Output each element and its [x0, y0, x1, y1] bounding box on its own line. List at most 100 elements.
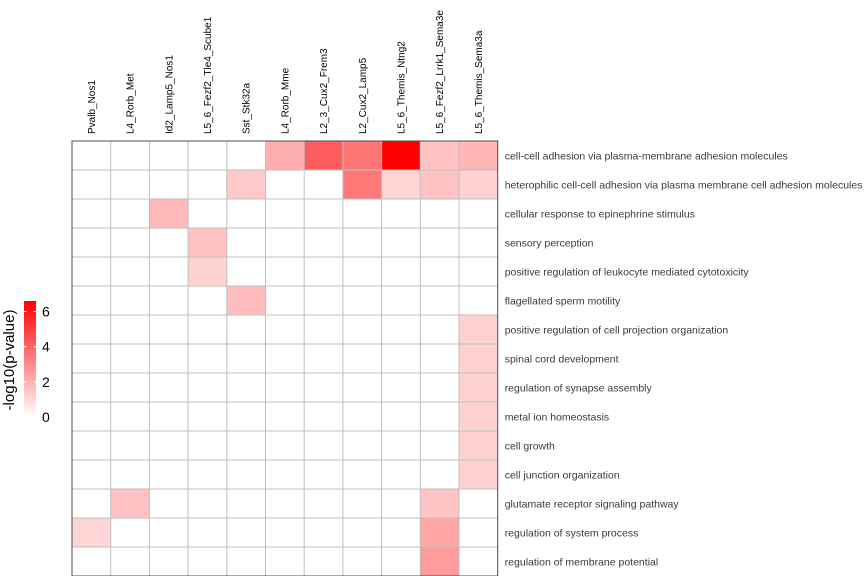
- heatmap-cell: [110, 489, 150, 518]
- heatmap-cell: [420, 547, 459, 576]
- heatmap-cell: [420, 199, 459, 228]
- heatmap-cell: [459, 228, 498, 257]
- color-legend-tick-label: 6: [42, 304, 50, 320]
- heatmap-cell: [265, 257, 305, 286]
- heatmap-cell: [420, 141, 459, 170]
- heatmap-cell: [110, 315, 150, 344]
- heatmap-cell: [72, 518, 111, 547]
- heatmap-cell: [265, 460, 305, 489]
- heatmap-cell: [265, 373, 305, 402]
- heatmap-cell: [381, 460, 421, 489]
- heatmap-cell: [149, 228, 189, 257]
- row-label: spinal cord development: [505, 354, 619, 366]
- heatmap-cell: [149, 141, 189, 170]
- heatmap-cell: [342, 489, 382, 518]
- heatmap-cell: [265, 199, 305, 228]
- color-legend-tick-label: 2: [42, 374, 50, 390]
- heatmap-cell: [149, 373, 189, 402]
- heatmap-grid: [72, 141, 498, 576]
- heatmap-cell: [149, 547, 189, 576]
- heatmap-cell: [459, 257, 498, 286]
- heatmap-cell: [304, 315, 343, 344]
- heatmap-cell: [304, 431, 343, 460]
- heatmap-cell: [188, 373, 227, 402]
- heatmap-cell: [226, 257, 266, 286]
- column-label: L5_6_Fezf2_Tle4_Scube1: [203, 16, 214, 134]
- heatmap-cell: [110, 228, 150, 257]
- heatmap-cell: [149, 257, 189, 286]
- color-legend-tick-label: 0: [42, 409, 50, 425]
- heatmap-cell: [226, 431, 266, 460]
- heatmap-cell: [188, 257, 227, 286]
- column-label: L5_6_Themis_Sema3a: [474, 30, 485, 134]
- heatmap-cell: [149, 286, 189, 315]
- heatmap-cell: [381, 547, 421, 576]
- heatmap-cell: [304, 344, 343, 373]
- heatmap-cell: [149, 431, 189, 460]
- heatmap-cell: [149, 489, 189, 518]
- heatmap-cell: [342, 257, 382, 286]
- color-legend-tick-label: 4: [42, 339, 50, 355]
- heatmap-cell: [304, 518, 343, 547]
- heatmap-cell: [226, 402, 266, 431]
- heatmap-cell: [72, 315, 111, 344]
- heatmap-cell: [304, 228, 343, 257]
- heatmap-cell: [459, 518, 498, 547]
- heatmap-cell: [342, 402, 382, 431]
- heatmap-cell: [459, 460, 498, 489]
- heatmap-cell: [188, 286, 227, 315]
- heatmap-cell: [342, 460, 382, 489]
- heatmap-cell: [188, 344, 227, 373]
- heatmap-cell: [342, 431, 382, 460]
- heatmap-cell: [420, 373, 459, 402]
- heatmap-cell: [342, 518, 382, 547]
- heatmap-cell: [381, 315, 421, 344]
- heatmap-cell: [265, 344, 305, 373]
- heatmap-cell: [381, 286, 421, 315]
- column-label: L5_6_Fezf2_Lrrk1_Sema3e: [435, 10, 446, 134]
- column-label: L4_Rorb_Mme: [280, 67, 291, 134]
- heatmap-cell: [188, 489, 227, 518]
- heatmap-cell: [265, 228, 305, 257]
- heatmap-cell: [381, 170, 421, 199]
- heatmap-cell: [110, 199, 150, 228]
- heatmap-cell: [149, 460, 189, 489]
- heatmap-cell: [226, 489, 266, 518]
- heatmap-cell: [381, 344, 421, 373]
- heatmap-cell: [149, 315, 189, 344]
- column-label: Id2_Lamp5_Nos1: [164, 55, 175, 134]
- heatmap-cell: [381, 141, 421, 170]
- heatmap-cell: [149, 402, 189, 431]
- heatmap-cell: [110, 344, 150, 373]
- heatmap-cell: [342, 373, 382, 402]
- color-legend-bar: [24, 301, 36, 417]
- row-label: cell growth: [505, 441, 555, 453]
- heatmap-cell: [420, 518, 459, 547]
- heatmap-cell: [72, 460, 111, 489]
- color-legend: 0 2 4 6 -log10(p-value): [1, 301, 50, 425]
- column-label: L5_6_Themis_Ntng2: [396, 41, 407, 134]
- heatmap-cell: [72, 257, 111, 286]
- row-label: positive regulation of cell projection o…: [505, 325, 729, 337]
- heatmap-cell: [265, 489, 305, 518]
- heatmap-cell: [381, 373, 421, 402]
- row-label: regulation of system process: [505, 528, 639, 540]
- heatmap-cell: [110, 547, 150, 576]
- heatmap-cell: [72, 489, 111, 518]
- heatmap-cell: [342, 286, 382, 315]
- heatmap-cell: [188, 518, 227, 547]
- heatmap-cell: [459, 286, 498, 315]
- heatmap-cell: [381, 199, 421, 228]
- column-label: L4_Rorb_Met: [126, 73, 137, 134]
- heatmap-cell: [226, 373, 266, 402]
- heatmap-cell: [149, 344, 189, 373]
- heatmap-cell: [420, 489, 459, 518]
- heatmap-cell: [381, 228, 421, 257]
- row-label: glutamate receptor signaling pathway: [505, 499, 680, 511]
- heatmap-cell: [420, 315, 459, 344]
- heatmap-cell: [304, 141, 343, 170]
- heatmap-cell: [149, 199, 189, 228]
- heatmap-cell: [304, 402, 343, 431]
- heatmap-cell: [72, 199, 111, 228]
- heatmap-cell: [110, 402, 150, 431]
